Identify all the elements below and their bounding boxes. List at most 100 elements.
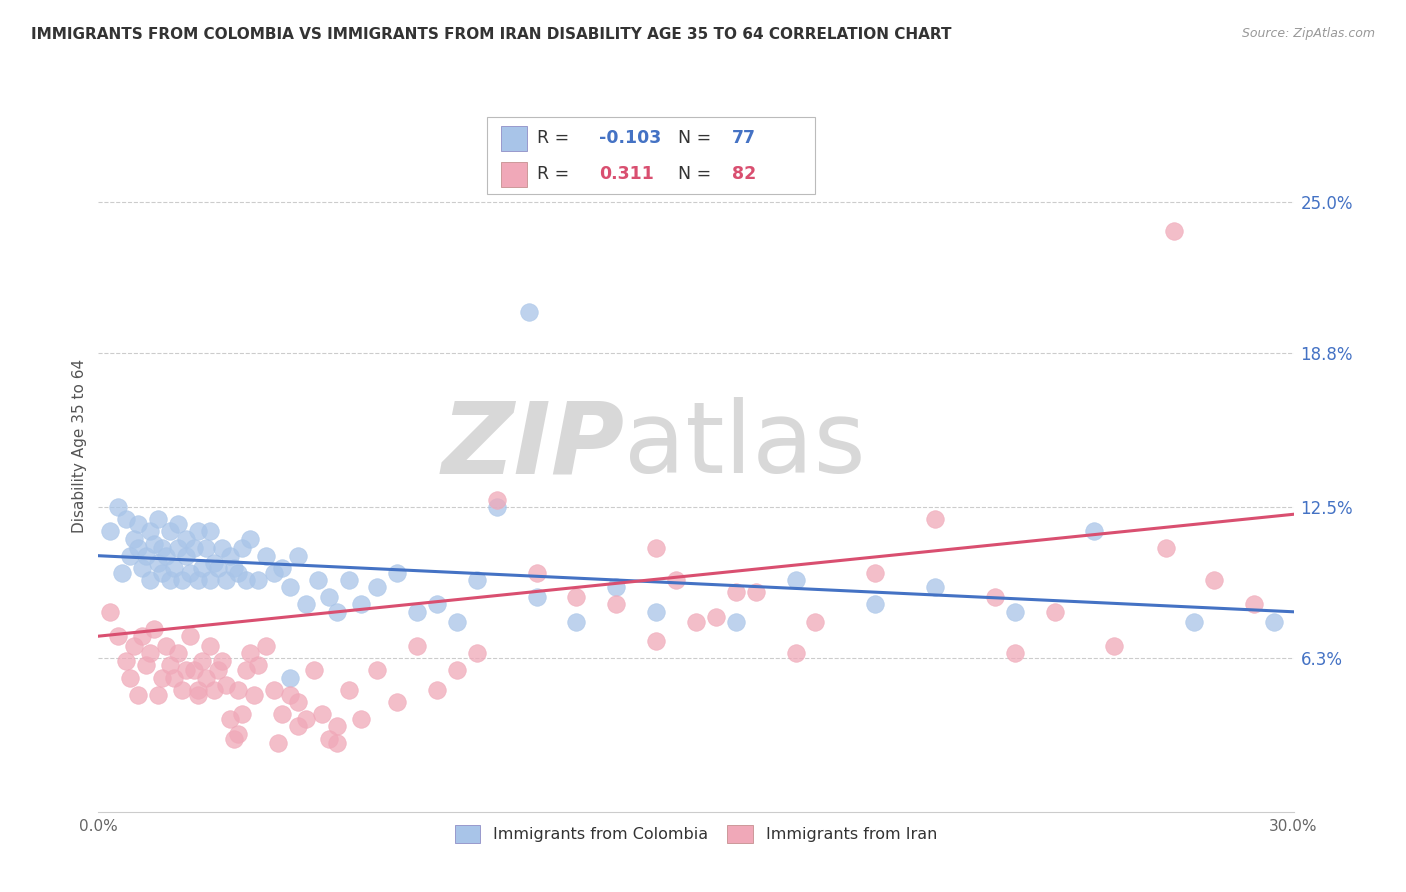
Point [278,688,301,702]
Point [155,549,177,563]
Point [605,581,627,595]
Point [1104,639,1126,653]
Point [172,573,194,587]
Point [239,646,262,660]
Point [1263,615,1285,629]
Point [148,556,170,570]
Point [187,573,209,587]
Point [195,671,218,685]
Point [198,524,221,539]
Point [366,663,388,677]
Point [263,566,285,580]
Point [446,615,468,629]
Point [326,719,349,733]
Point [426,682,449,697]
Point [202,556,225,570]
Point [446,663,468,677]
Point [235,573,257,587]
Point [326,736,349,750]
Point [785,646,807,660]
Point [107,629,129,643]
Point [1083,524,1105,539]
Bar [501,161,527,187]
Point [485,500,508,514]
Point [148,512,170,526]
Point [179,566,201,580]
Point [526,566,548,580]
Point [135,549,157,563]
Point [307,573,329,587]
Point [148,688,170,702]
Point [219,712,242,726]
Point [120,671,142,685]
Point [1154,541,1177,556]
Point [1004,605,1026,619]
Text: R =: R = [537,165,581,184]
Point [239,532,262,546]
Point [155,639,177,653]
Point [98,524,122,539]
Point [111,566,134,580]
Point [231,541,253,556]
Point [526,590,548,604]
Point [984,590,1007,604]
Point [167,541,190,556]
Point [131,561,153,575]
Point [278,671,301,685]
Point [124,532,146,546]
Point [127,541,149,556]
Point [139,524,162,539]
Point [287,719,309,733]
Point [150,566,173,580]
Point [207,663,229,677]
Point [167,646,190,660]
Point [326,605,349,619]
Point [287,695,309,709]
Point [287,549,309,563]
Point [124,639,146,653]
Point [704,609,727,624]
Point [139,646,162,660]
Point [98,605,122,619]
Point [254,549,277,563]
Point [665,573,688,587]
Text: atlas: atlas [624,398,866,494]
Point [226,682,249,697]
Text: -0.103: -0.103 [599,129,661,147]
Point [159,573,181,587]
Point [107,500,129,514]
Point [1243,598,1265,612]
Point [207,561,229,575]
Point [174,532,197,546]
Point [645,541,668,556]
Point [219,549,242,563]
Point [222,561,245,575]
Point [115,512,138,526]
Bar [501,126,527,151]
Point [350,598,373,612]
Point [198,639,221,653]
Point [167,516,190,531]
Point [1202,573,1225,587]
Point [187,688,209,702]
Point [174,549,197,563]
Point [517,305,540,319]
Point [120,549,142,563]
Point [804,615,827,629]
Legend: Immigrants from Colombia, Immigrants from Iran: Immigrants from Colombia, Immigrants fro… [447,817,945,851]
Point [226,727,249,741]
Point [235,663,257,677]
Point [1004,646,1026,660]
Y-axis label: Disability Age 35 to 64: Disability Age 35 to 64 [72,359,87,533]
Point [318,731,340,746]
Point [406,605,429,619]
Point [385,695,409,709]
Point [724,615,747,629]
Point [187,524,209,539]
Point [924,512,946,526]
Point [246,658,269,673]
Point [485,492,508,507]
Point [163,561,186,575]
Point [302,663,325,677]
Point [924,581,946,595]
